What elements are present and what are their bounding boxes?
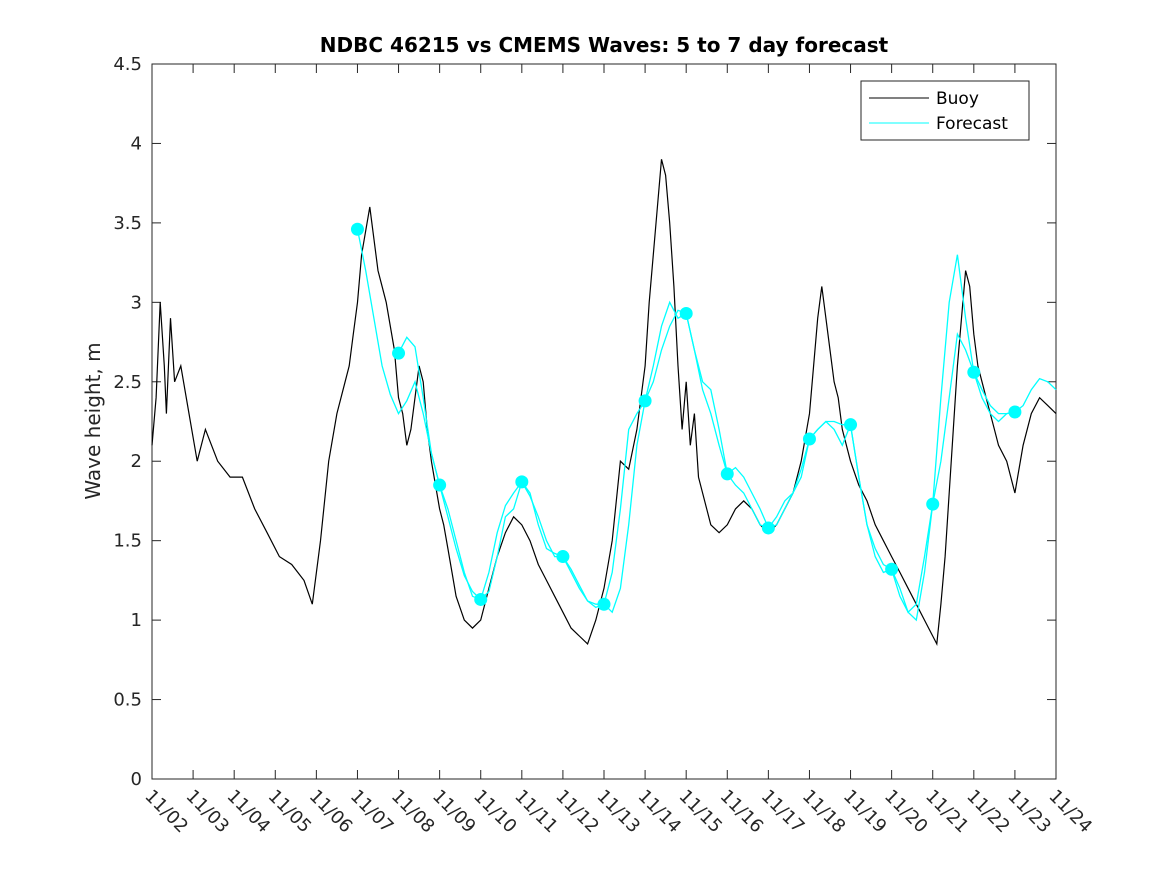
legend-buoy-label: Buoy bbox=[936, 89, 979, 109]
forecast-marker bbox=[844, 418, 858, 432]
forecast-marker bbox=[926, 497, 940, 511]
y-tick-label: 1 bbox=[131, 610, 142, 631]
y-tick-label: 3 bbox=[131, 292, 142, 313]
legend-box bbox=[860, 80, 1030, 141]
chart-title: NDBC 46215 vs CMEMS Waves: 5 to 7 day fo… bbox=[320, 33, 889, 57]
forecast-markers bbox=[350, 222, 1022, 611]
forecast-marker bbox=[556, 550, 570, 564]
forecast-marker bbox=[515, 475, 529, 489]
y-axis-label: Wave height, m bbox=[81, 342, 105, 499]
y-axis-ticks: 0 0.5 1 1.5 2 2.5 3 3.5 4 4.5 bbox=[113, 54, 1056, 790]
y-tick-label: 4 bbox=[131, 133, 142, 154]
forecast-marker bbox=[392, 346, 406, 360]
y-tick-label: 1.5 bbox=[113, 531, 142, 552]
forecast-marker bbox=[802, 432, 816, 446]
legend: Buoy Forecast bbox=[860, 80, 1030, 141]
forecast-run-line bbox=[356, 229, 441, 486]
forecast-marker bbox=[1008, 405, 1022, 419]
forecast-marker bbox=[679, 306, 693, 320]
forecast-marker bbox=[433, 478, 447, 492]
y-tick-label: 0.5 bbox=[113, 690, 142, 711]
plot-area bbox=[151, 63, 1057, 780]
buoy-line bbox=[151, 159, 1057, 646]
forecast-marker bbox=[638, 394, 652, 408]
buoy-series bbox=[151, 159, 1057, 646]
forecast-marker bbox=[720, 467, 734, 481]
forecast-marker bbox=[967, 365, 981, 379]
forecast-marker bbox=[474, 592, 488, 606]
y-tick-label: 2.5 bbox=[113, 372, 142, 393]
y-tick-label: 4.5 bbox=[113, 54, 142, 75]
y-tick-label: 3.5 bbox=[113, 213, 142, 234]
forecast-marker bbox=[597, 597, 611, 611]
y-tick-label: 0 bbox=[131, 769, 142, 790]
forecast-marker bbox=[761, 521, 775, 535]
forecast-marker bbox=[350, 222, 364, 236]
forecast-marker bbox=[885, 562, 899, 576]
y-tick-label: 2 bbox=[131, 451, 142, 472]
legend-forecast-label: Forecast bbox=[936, 114, 1008, 134]
